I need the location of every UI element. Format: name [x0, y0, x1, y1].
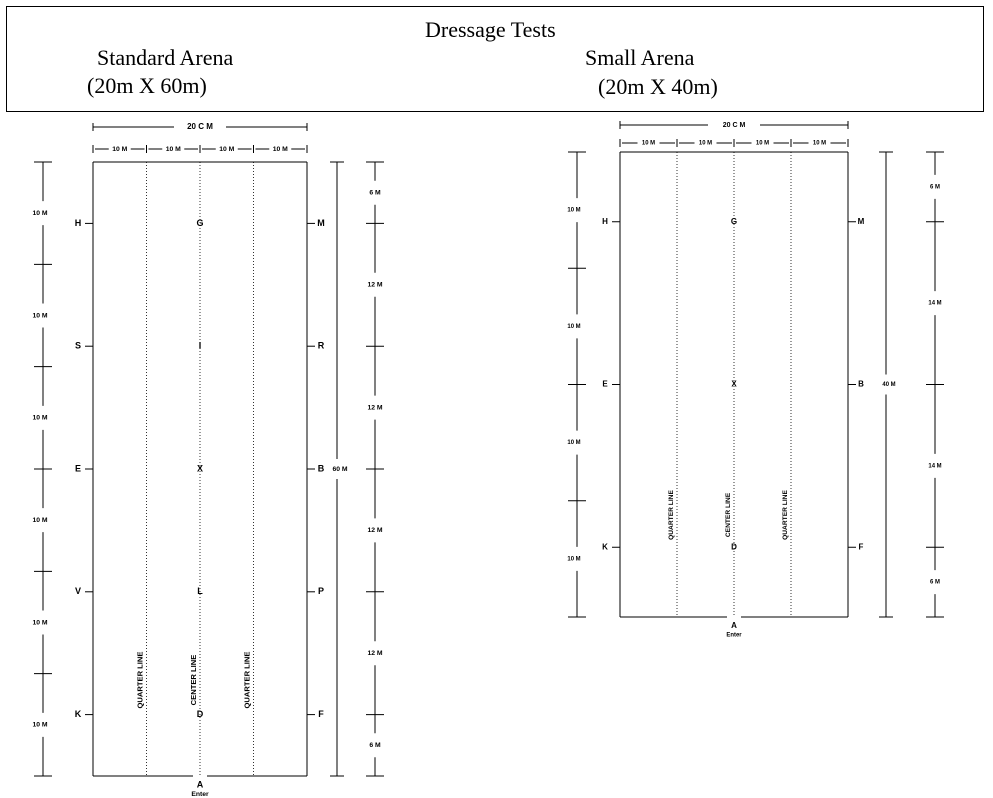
center-marker-letter: D — [731, 542, 737, 551]
right-scale-segment-label: 6 M — [369, 189, 381, 196]
quarter-line-label: QUARTER LINE — [243, 652, 252, 709]
left-marker-letter: E — [75, 463, 81, 473]
width-dim-label: 20 C M — [187, 122, 213, 131]
right-marker-letter: B — [318, 463, 325, 473]
right-scale-segment-label: 12 M — [367, 527, 382, 534]
entry-label: Enter — [191, 791, 209, 798]
center-marker-letter: L — [197, 586, 203, 596]
left-marker-letter: E — [602, 380, 608, 389]
left-scale-segment-label: 10 M — [567, 440, 580, 446]
quarter-line-label: QUARTER LINE — [782, 490, 789, 540]
right-scale-segment-label: 6 M — [369, 742, 381, 749]
segment-dim-label: 10 M — [166, 146, 181, 153]
width-dim-label: 20 C M — [723, 122, 746, 129]
left-marker-letter: S — [75, 341, 81, 351]
left-scale-segment-label: 10 M — [32, 415, 47, 422]
page-title: Dressage Tests — [425, 17, 556, 42]
small-arena: 20 C M 10 M 10 M 10 M 10 M 10 M 10 M 10 M 10 M H M… — [567, 121, 944, 639]
segment-dim-label: 10 M — [112, 146, 127, 153]
left-marker-letter: K — [75, 709, 82, 719]
segment-dim-label: 10 M — [219, 146, 234, 153]
right-scale-segment-label: 6 M — [930, 580, 940, 586]
segment-dim-label: 10 M — [699, 141, 712, 147]
left-scale-segment-label: 10 M — [32, 210, 47, 217]
right-marker-letter: R — [318, 341, 325, 351]
center-marker-letter: I — [199, 341, 202, 351]
left-scale-segment-label: 10 M — [32, 722, 47, 729]
left-marker-letter: H — [602, 217, 608, 226]
right-marker-letter: P — [318, 586, 324, 596]
center-line-label: CENTER LINE — [725, 492, 732, 537]
right-scale-segment-label: 12 M — [367, 650, 382, 657]
segment-dim-label: 10 M — [813, 141, 826, 147]
center-line-label: CENTER LINE — [189, 655, 198, 706]
left-marker-letter: K — [602, 542, 608, 551]
segment-dim-label: 10 M — [756, 141, 769, 147]
right-marker-letter: M — [858, 217, 865, 226]
small-arena-title: Small Arena — [585, 45, 695, 70]
right-scale-segment-label: 14 M — [928, 301, 941, 307]
segment-dim-label: 10 M — [273, 146, 288, 153]
left-scale-segment-label: 10 M — [32, 619, 47, 626]
entry-label: Enter — [726, 633, 742, 639]
length-dim-label: 60 M — [332, 466, 347, 473]
left-marker-letter: V — [75, 586, 81, 596]
left-scale-segment-label: 10 M — [567, 324, 580, 330]
left-marker-letter: H — [75, 218, 82, 228]
center-marker-letter: D — [197, 709, 204, 719]
length-dim-label: 40 M — [882, 382, 895, 388]
center-marker-letter: G — [196, 218, 203, 228]
left-scale-segment-label: 10 M — [567, 208, 580, 214]
left-scale-segment-label: 10 M — [567, 556, 580, 562]
quarter-line-label: QUARTER LINE — [668, 490, 675, 540]
header-box — [6, 6, 984, 112]
standard-arena-dimensions: (20m X 60m) — [87, 73, 207, 98]
small-arena-dimensions: (20m X 40m) — [598, 74, 718, 99]
right-scale-segment-label: 12 M — [367, 404, 382, 411]
center-marker-letter: X — [197, 463, 203, 473]
left-scale-segment-label: 10 M — [32, 517, 47, 524]
right-marker-letter: B — [858, 380, 864, 389]
standard-arena-title: Standard Arena — [97, 45, 234, 70]
segment-dim-label: 10 M — [642, 141, 655, 147]
entry-letter: A — [731, 621, 737, 630]
entry-letter: A — [197, 779, 204, 789]
right-scale-segment-label: 6 M — [930, 184, 940, 190]
right-scale-segment-label: 14 M — [928, 463, 941, 469]
right-scale-segment-label: 12 M — [367, 282, 382, 289]
right-marker-letter: F — [318, 709, 324, 719]
left-scale-segment-label: 10 M — [32, 312, 47, 319]
right-marker-letter: F — [859, 542, 864, 551]
quarter-line-label: QUARTER LINE — [136, 652, 145, 709]
standard-arena: 20 C M 10 M 10 M 10 M 10 M 10 M 10 M 10 M 10 M 10… — [32, 122, 384, 798]
center-marker-letter: G — [731, 217, 737, 226]
right-marker-letter: M — [317, 218, 325, 228]
center-marker-letter: X — [731, 380, 737, 389]
